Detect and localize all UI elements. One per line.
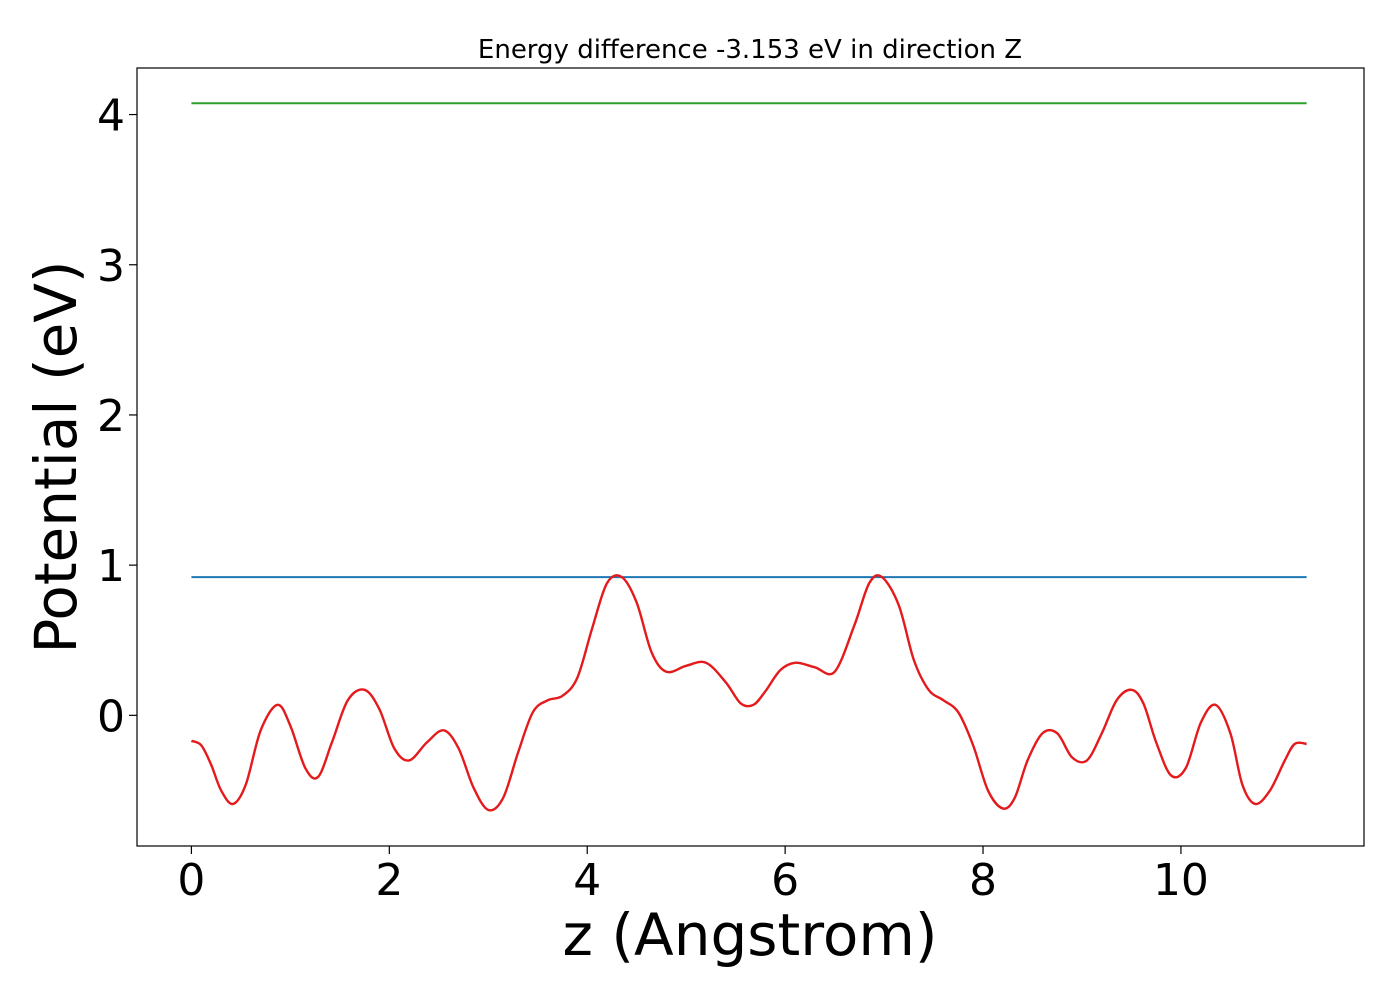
y-tick-label: 1 <box>97 541 125 592</box>
chart-title: Energy difference -3.153 eV in direction… <box>478 35 1022 65</box>
y-tick-label: 2 <box>97 391 125 442</box>
plot-frame <box>136 67 1365 847</box>
y-axis-label: Potential (eV) <box>22 260 90 653</box>
y-axis: 0 1 2 3 4 <box>97 91 137 742</box>
x-axis-label: z (Angstrom) <box>563 901 938 969</box>
x-tick-label: 4 <box>573 855 601 906</box>
x-tick-label: 6 <box>771 855 799 906</box>
x-tick-label: 2 <box>375 855 403 906</box>
x-tick-label: 8 <box>969 855 997 906</box>
x-tick-label: 10 <box>1153 855 1209 906</box>
y-tick-label: 4 <box>97 91 125 142</box>
potential-curve <box>190 574 1307 812</box>
series-layer <box>190 102 1307 812</box>
x-axis: 0 2 4 6 8 10 <box>177 846 1209 906</box>
y-tick-label: 0 <box>97 691 125 742</box>
x-tick-label: 0 <box>177 855 205 906</box>
y-tick-label: 3 <box>97 241 125 292</box>
